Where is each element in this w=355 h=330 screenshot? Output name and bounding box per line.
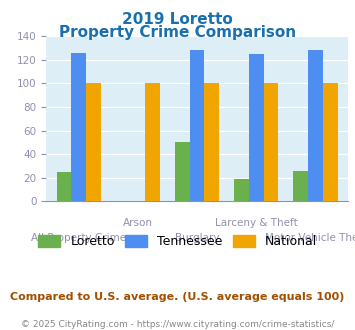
Bar [71,53,86,201]
Text: Arson: Arson [123,218,153,228]
Bar [190,50,204,201]
Bar [293,171,308,201]
Text: Burglary: Burglary [175,233,219,243]
Text: © 2025 CityRating.com - https://www.cityrating.com/crime-statistics/: © 2025 CityRating.com - https://www.city… [21,320,334,329]
Text: 2019 Loretto: 2019 Loretto [122,12,233,26]
Bar [56,172,71,201]
Text: Compared to U.S. average. (U.S. average equals 100): Compared to U.S. average. (U.S. average … [10,292,345,302]
Text: Larceny & Theft: Larceny & Theft [215,218,297,228]
Bar [204,83,219,201]
Text: Property Crime Comparison: Property Crime Comparison [59,25,296,40]
Bar [249,54,264,201]
Bar [175,142,190,201]
Bar [145,83,160,201]
Bar [86,83,101,201]
Bar [263,83,278,201]
Bar [323,83,338,201]
Legend: Loretto, Tennessee, National: Loretto, Tennessee, National [33,230,322,253]
Text: Motor Vehicle Theft: Motor Vehicle Theft [265,233,355,243]
Bar [308,50,323,201]
Text: All Property Crime: All Property Crime [31,233,126,243]
Bar [234,179,249,201]
